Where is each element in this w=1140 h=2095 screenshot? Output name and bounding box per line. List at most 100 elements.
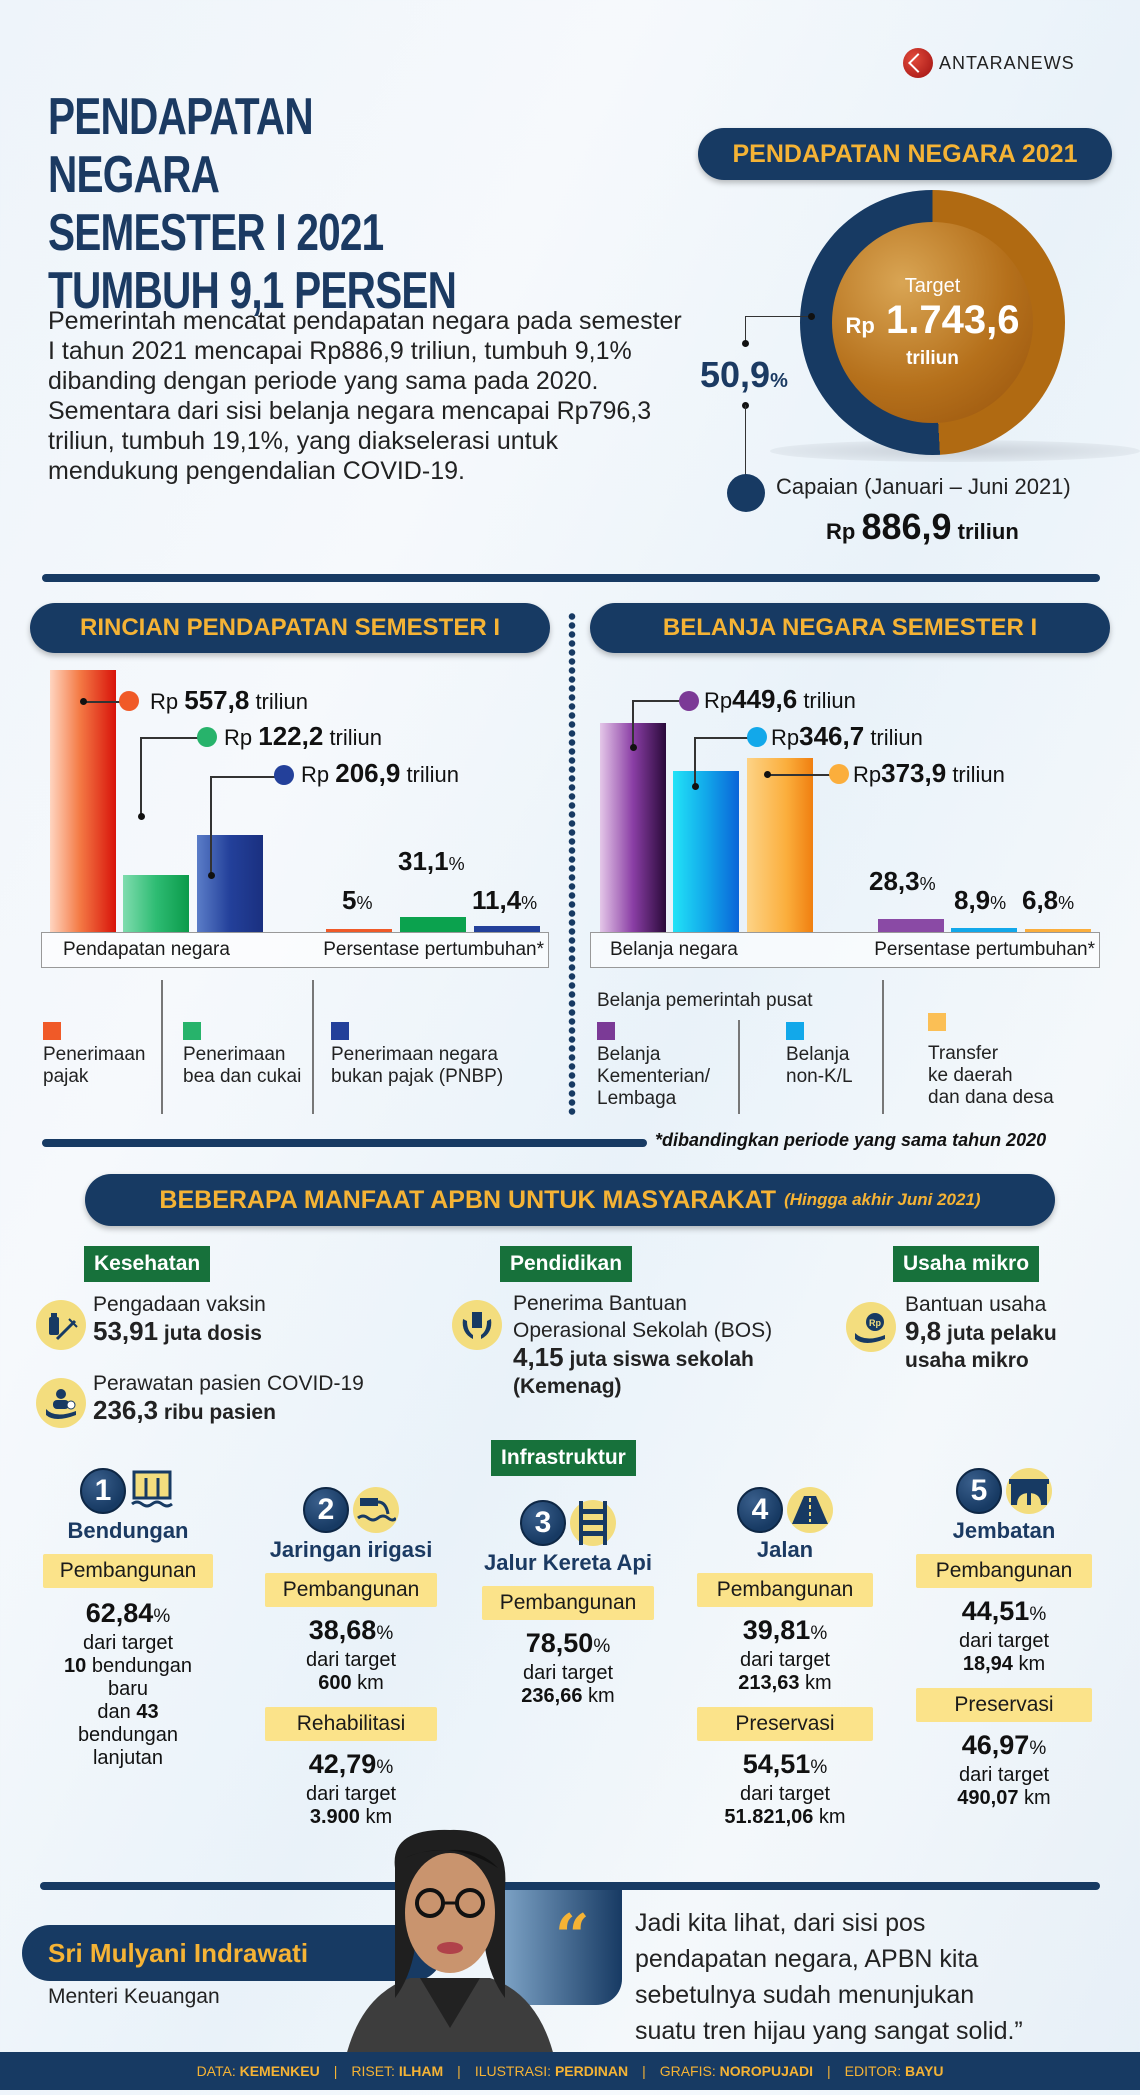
achievement-label: Capaian (Januari – Juni 2021) <box>776 474 1071 499</box>
infra-road: 4 Jalan Pembangunan 39,81% dari target 2… <box>697 1487 873 1829</box>
patient-care-stat: Perawatan pasien COVID-19 236,3 ribu pas… <box>93 1372 364 1425</box>
quote-mark-icon: “ <box>555 1902 590 1972</box>
leader-line <box>140 737 202 739</box>
business-aid-icon: Rp <box>846 1302 896 1352</box>
revenue-axis-box: Pendapatan negara Persentase pertumbuhan… <box>41 932 549 968</box>
revenue-bar-chart <box>48 670 548 932</box>
credit-illustration: ILUSTRASI: PERDINAN <box>474 2063 629 2079</box>
legend-swatch <box>331 1022 349 1040</box>
kl-dot <box>679 691 699 711</box>
infra-name: Jembatan <box>952 1518 1056 1543</box>
infrastructure-tag: Infrastruktur <box>491 1440 636 1476</box>
micro-business-stat: Bantuan usaha 9,8 juta pelaku usaha mikr… <box>905 1293 1057 1372</box>
dotted-divider <box>568 612 576 1117</box>
transfer-value: Rp373,9 triliun <box>853 758 1005 788</box>
revenue-2021-heading: PENDAPATAN NEGARA 2021 <box>698 128 1112 180</box>
revenue-axis-left: Pendapatan negara <box>63 939 230 960</box>
number-badge: 5 <box>956 1468 1002 1514</box>
construction-tag: Pembangunan <box>43 1554 213 1588</box>
leader-line <box>210 776 278 778</box>
bar-pnbp-growth <box>474 926 540 932</box>
legend-pnbp: Penerimaan negara bukan pajak (PNBP) <box>331 1022 503 1088</box>
kl-growth: 28,3% <box>869 866 936 896</box>
vaccine-icon <box>36 1300 86 1350</box>
bar-pnbp <box>197 835 263 932</box>
antara-news-logo: ANTARANEWS <box>903 48 1075 78</box>
spending-axis-box: Belanja negara Persentase pertumbuhan* <box>590 932 1100 968</box>
legend-swatch <box>597 1022 615 1040</box>
achievement-percentage: 50,9% <box>700 354 788 395</box>
transfer-dot <box>829 764 849 784</box>
spending-axis-right: Persentase pertumbuhan* <box>874 939 1095 960</box>
title-line-1: PENDAPATAN NEGARA <box>48 88 314 204</box>
leader-dot <box>764 771 771 778</box>
nonkl-dot <box>747 727 767 747</box>
legend-swatch <box>928 1013 946 1031</box>
pnbp-dot <box>274 765 294 785</box>
tax-dot <box>119 691 139 711</box>
preservation-tag: Preservasi <box>916 1688 1092 1722</box>
central-govt-spending-label: Belanja pemerintah pusat <box>597 990 813 1011</box>
target-label: Target <box>904 275 961 297</box>
legend-separator <box>882 980 884 1114</box>
nonkl-growth: 8,9% <box>954 885 1007 915</box>
spending-heading: BELANJA NEGARA SEMESTER I <box>590 603 1110 653</box>
leader-line <box>745 316 746 344</box>
logo-suffix: NEWS <box>1016 52 1075 73</box>
railway-icon <box>570 1500 616 1546</box>
bar-customs-growth <box>400 917 466 932</box>
infra-irrigation: 2 Jaringan irigasi Pembangunan 38,68% da… <box>265 1487 437 1829</box>
spending-axis-left: Belanja negara <box>610 939 738 960</box>
legend-customs: Penerimaan bea dan cukai <box>183 1022 301 1088</box>
vaccine-stat: Pengadaan vaksin 53,91 juta dosis <box>93 1293 266 1346</box>
construction-tag: Pembangunan <box>697 1573 873 1607</box>
infra-name: Bendungan <box>67 1518 189 1543</box>
bar-tax-growth <box>326 929 392 932</box>
leader-line <box>745 316 812 317</box>
credits-footer: DATA: KEMENKEU | RISET: ILHAM | ILUSTRAS… <box>0 2052 1140 2090</box>
legend-separator <box>312 980 314 1114</box>
pnbp-growth: 11,4% <box>472 885 538 915</box>
leader-dot <box>630 744 637 751</box>
revenue-breakdown-heading: RINCIAN PENDAPATAN SEMESTER I <box>30 603 550 653</box>
revenue-donut-chart: Target Rp 1.743,6 triliun <box>800 190 1065 455</box>
dam-icon <box>130 1468 176 1514</box>
customs-value: Rp 122,2 triliun <box>224 721 383 751</box>
bar-nonkl-growth <box>951 928 1017 932</box>
title-line-3: TUMBUH 9,1 PERSEN <box>48 262 457 320</box>
micro-business-tag: Usaha mikro <box>893 1246 1040 1282</box>
bar-kl-growth <box>878 919 944 932</box>
infra-bridge: 5 Jembatan Pembangunan 44,51% dari targe… <box>916 1468 1092 1810</box>
leader-line <box>140 737 142 817</box>
construction-tag: Pembangunan <box>482 1586 654 1620</box>
quote-panel <box>500 1890 622 2005</box>
legend-tax: Penerimaan pajak <box>43 1022 145 1088</box>
legend-swatch <box>183 1022 201 1040</box>
speaker-name: Sri Mulyani Indrawati <box>22 1925 442 1981</box>
patient-care-icon <box>36 1378 86 1428</box>
section-divider <box>42 574 1100 582</box>
donut-center: Target Rp 1.743,6 triliun <box>832 222 1033 423</box>
credit-research: RISET: ILHAM <box>351 2063 444 2079</box>
customs-growth: 31,1% <box>398 846 465 876</box>
svg-text:Rp: Rp <box>869 1318 881 1328</box>
credit-editor: EDITOR: BAYU <box>844 2063 944 2079</box>
speaker-role: Menteri Keuangan <box>48 1985 220 2008</box>
intro-paragraph: Pemerintah mencatat pendapatan negara pa… <box>48 307 682 485</box>
customs-dot <box>197 727 217 747</box>
leader-line <box>767 774 833 776</box>
preservation-tag: Preservasi <box>697 1707 873 1741</box>
number-badge: 2 <box>303 1487 349 1533</box>
legend-transfer: Transfer ke daerah dan dana desa <box>928 1013 1054 1109</box>
leader-line <box>745 405 746 475</box>
leader-dot <box>808 313 815 320</box>
legend-nonkl: Belanja non-K/L <box>786 1022 853 1088</box>
apbn-benefits-heading: BEBERAPA MANFAAT APBN UNTUK MASYARAKAT (H… <box>85 1174 1055 1226</box>
leader-line <box>694 737 750 739</box>
pnbp-value: Rp 206,9 triliun <box>301 758 460 788</box>
number-badge: 3 <box>520 1500 566 1546</box>
title-line-2: SEMESTER I 2021 <box>48 204 384 262</box>
tax-growth: 5% <box>342 885 373 915</box>
achievement-value: Rp 886,9 triliun <box>826 506 1019 547</box>
section-divider <box>42 1139 647 1147</box>
